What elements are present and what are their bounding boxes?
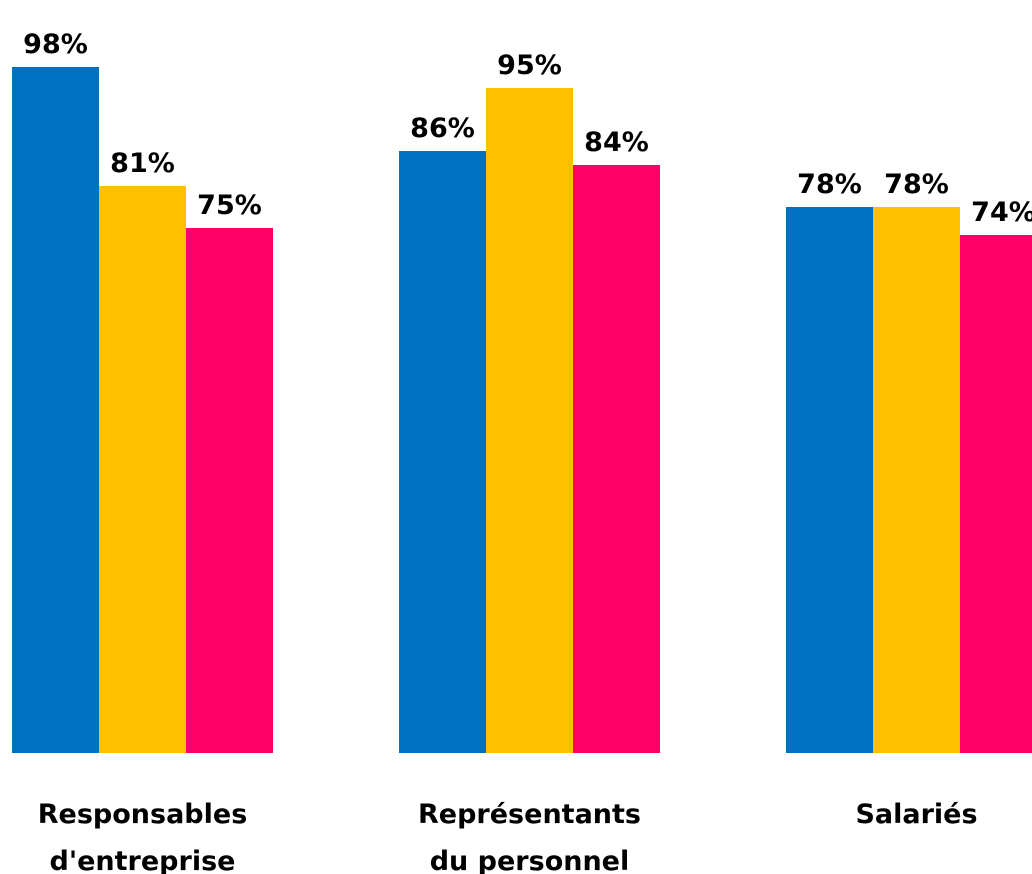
category-labels-layer: Responsables d'entreprise Représentants du … <box>38 799 978 874</box>
data-label-3-series-3: 74% <box>971 197 1032 228</box>
bar-3-series-1 <box>786 207 873 753</box>
data-label-1-series-1: 98% <box>23 29 88 60</box>
bar-1-series-2 <box>99 186 186 753</box>
bar-3-series-3 <box>960 235 1032 753</box>
bar-1-series-3 <box>186 228 273 753</box>
value-labels-layer: 98% 81% 75% 86% 95% 84% 78% 78% 74% <box>23 29 1032 228</box>
category-label-2-line-2: du personnel <box>430 846 630 874</box>
bar-3-series-2 <box>873 207 960 753</box>
bar-1-series-1 <box>12 67 99 753</box>
data-label-2-series-3: 84% <box>584 127 649 158</box>
category-label-2-line-1: Représentants <box>418 799 641 830</box>
category-label-1-line-2: d'entreprise <box>50 846 236 874</box>
data-label-1-series-2: 81% <box>110 148 175 179</box>
bars-layer <box>12 67 1032 753</box>
bar-2-series-2 <box>486 88 573 753</box>
bar-2-series-3 <box>573 165 660 753</box>
data-label-3-series-1: 78% <box>797 169 862 200</box>
bar-2-series-1 <box>399 151 486 753</box>
data-label-3-series-2: 78% <box>884 169 949 200</box>
category-label-3-line-1: Salariés <box>855 799 977 830</box>
data-label-2-series-2: 95% <box>497 50 562 81</box>
data-label-1-series-3: 75% <box>197 190 262 221</box>
category-label-1-line-1: Responsables <box>38 799 248 830</box>
data-label-2-series-1: 86% <box>410 113 475 144</box>
